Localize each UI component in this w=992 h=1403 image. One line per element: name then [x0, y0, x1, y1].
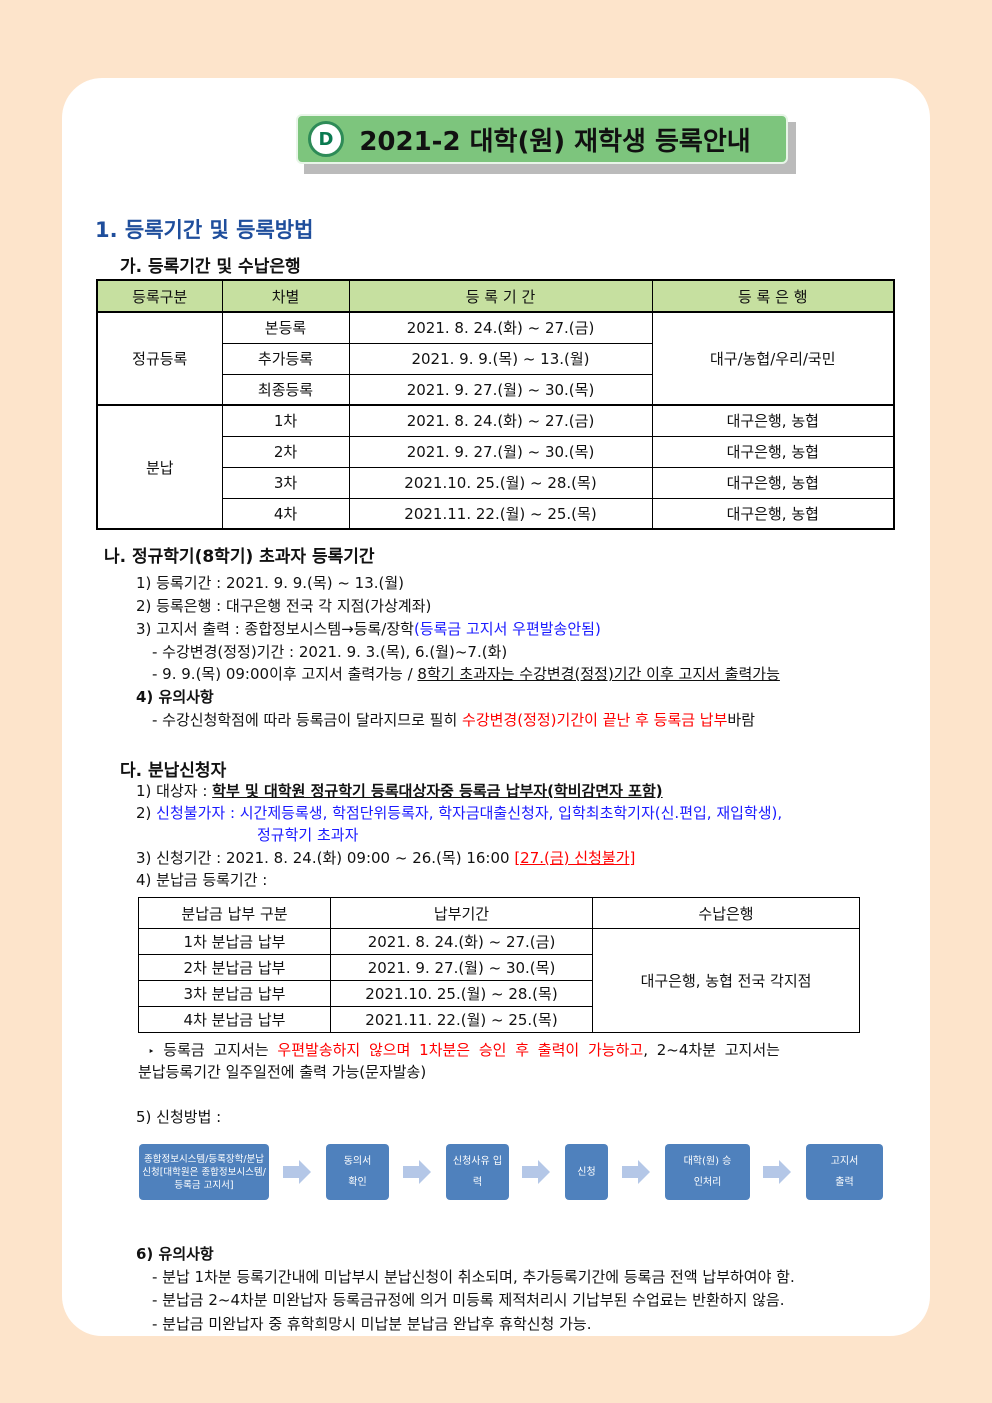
- table-row: 최종등록 2021. 9. 27.(월) ~ 30.(목): [97, 373, 894, 406]
- text-line: 5) 신청방법 :: [136, 1108, 222, 1126]
- page-title: 2021-2 대학(원) 재학생 등록안내: [359, 126, 751, 157]
- flow-step-4: 신청: [565, 1144, 608, 1200]
- text-line: - 수강변경(정정)기간 : 2021. 9. 3.(목), 6.(월)~7.(…: [152, 643, 508, 661]
- text-line: 4) 유의사항: [136, 688, 214, 706]
- text-line: - 수강신청학점에 따라 등록금이 달라지므로 필히 수강변경(정정)기간이 끝…: [152, 711, 756, 729]
- text-line: 2) 등록은행 : 대구은행 전국 각 지점(가상계좌): [136, 597, 432, 615]
- text-line: 4) 분납금 등록기간 :: [136, 871, 268, 889]
- text-line: 6) 유의사항: [136, 1245, 214, 1263]
- table-row: 정규등록 본등록 2021. 8. 24.(화) ~ 27.(금) 대구/농협/우리/…: [96, 311, 895, 406]
- text-line: 3) 고지서 출력 : 종합정보시스템→등록/장학(등록금 고지서 우편발송안됨…: [136, 620, 601, 638]
- table-row: 1차 분납금 납부 2021. 8. 24.(화) ~ 27.(금) 대구은행, 농…: [138, 928, 860, 1033]
- text-line: 1) 대상자 : 학부 및 대학원 정규학기 등록대상자중 등록금 납부자(학비…: [136, 782, 663, 800]
- column-header: 차별: [221, 279, 350, 313]
- column-header: 등 록 기 간: [348, 279, 653, 313]
- table-row: 분납 1차 2021. 8. 24.(화) ~ 27.(금) 대구은행, 농협: [96, 404, 895, 530]
- text-line: 1) 등록기간 : 2021. 9. 9.(목) ~ 13.(월): [136, 574, 405, 592]
- text-line: 정규학기 초과자: [257, 826, 359, 844]
- note-line: ‣ 등록금 고지서는 우편발송하지 않으며 1차분은 승인 후 출력이 가능하고…: [148, 1041, 780, 1059]
- table-row: 4차 분납금 납부 2021.11. 22.(월) ~ 25.(목): [138, 1006, 860, 1033]
- text-line: - 분납금 2~4차분 미완납자 등록금규정에 의거 미등록 제적처리시 기납부…: [152, 1291, 785, 1309]
- flow-step-5: 대학(원) 승인처리: [665, 1144, 750, 1200]
- flow-step-1: 종합정보시스템/등록장학/분납신청[대학원은 종합정보시스템/등록금 고지서]: [139, 1144, 269, 1200]
- text-line: 1) 대상자 : 2) 신청불가자 : 시간제등록생, 학점단위등록자, 학자금…: [136, 804, 783, 822]
- text-line: - 9. 9.(목) 09:00이후 고지서 출력가능 / 8학기 초과자는 수…: [152, 665, 780, 683]
- table-row: 2차 2021. 9. 27.(월) ~ 30.(목) 대구은행, 농협: [97, 435, 895, 468]
- table-row: 4차 2021.11. 22.(월) ~ 25.(목) 대구은행, 농협: [97, 497, 895, 530]
- university-logo-icon: D: [308, 121, 344, 157]
- subsection-heading: 다. 분납신청자: [120, 761, 227, 781]
- column-header: 수납은행: [592, 897, 860, 929]
- column-header: 등 록 은 행: [651, 279, 895, 313]
- flow-step-2: 동의서 확인: [326, 1144, 389, 1200]
- installment-table: 분납금 납부 구분 납부기간 수납은행 1차 분납금 납부 2021. 8. 24.(…: [138, 897, 860, 1033]
- title-banner: D 2021-2 대학(원) 재학생 등록안내: [296, 114, 788, 164]
- subsection-heading: 나. 정규학기(8학기) 초과자 등록기간: [104, 547, 375, 567]
- subsection-heading: 가. 등록기간 및 수납은행: [120, 257, 301, 277]
- section-heading: 1. 등록기간 및 등록방법: [95, 218, 314, 242]
- note-line: 분납등록기간 일주일전에 출력 가능(문자발송): [138, 1063, 427, 1081]
- text-line: - 분납 1차분 등록기간내에 미납부시 분납신청이 취소되며, 추가등록기간에…: [152, 1268, 795, 1286]
- flow-step-6: 고지서 출력: [806, 1144, 883, 1200]
- text-line: 3) 신청기간 : 2021. 8. 24.(화) 09:00 ~ 26.(목)…: [136, 849, 636, 867]
- column-header: 분납금 납부 구분: [138, 897, 331, 929]
- flow-step-3: 신청사유 입력: [446, 1144, 509, 1200]
- table-row: 2차 분납금 납부 2021. 9. 27.(월) ~ 30.(목): [138, 954, 860, 981]
- text-line: - 분납금 미완납자 중 휴학희망시 미납분 분납금 완납후 휴학신청 가능.: [152, 1315, 592, 1333]
- column-header: 등록구분: [96, 279, 223, 313]
- column-header: 납부기간: [330, 897, 593, 929]
- table-row: 3차 2021.10. 25.(월) ~ 28.(목) 대구은행, 농협: [97, 466, 895, 499]
